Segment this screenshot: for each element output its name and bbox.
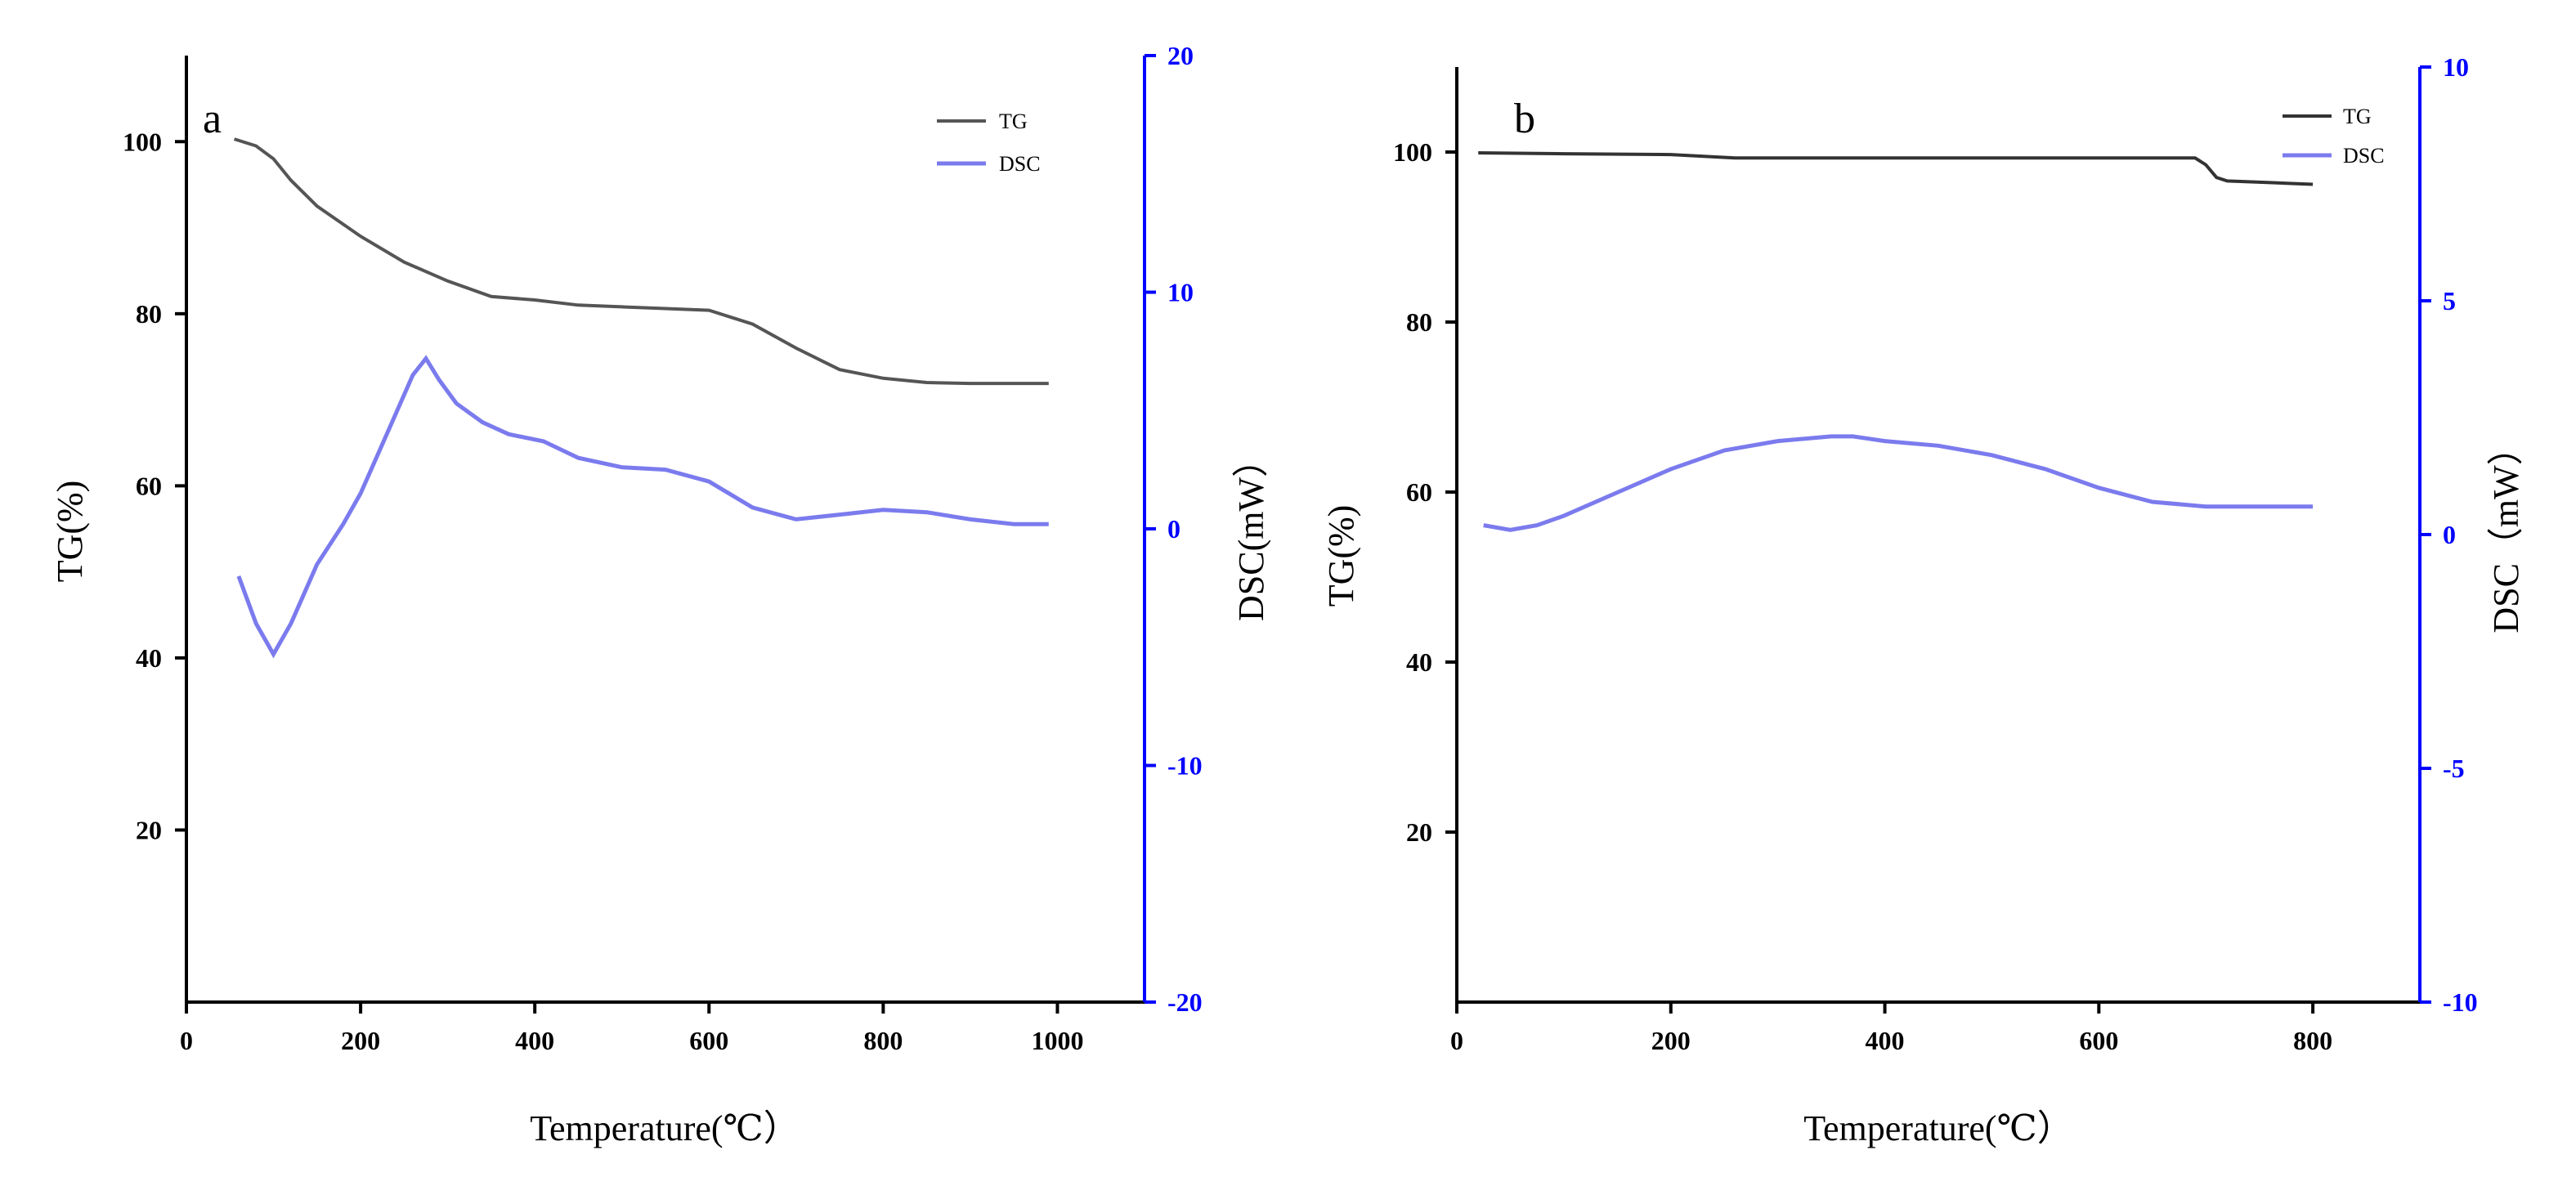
panel-a-x-tick-label: 1000 bbox=[1031, 1026, 1083, 1055]
panel-a-series bbox=[233, 137, 1049, 659]
panel-a-ticks: 0 200 400 600 800 1000 20 40 60 80 100 -20 -10 0 10 20 bbox=[123, 41, 1203, 1055]
panel-a-x-tick-label: 0 bbox=[180, 1026, 193, 1055]
panel-b-left-y-tick-label: 60 bbox=[1406, 477, 1432, 507]
panel-a-x-axis-label: Temperature(℃） bbox=[530, 1108, 800, 1148]
panel-b-left-y-tick-label: 40 bbox=[1406, 647, 1432, 677]
panel-b-legend: TG DSC bbox=[2283, 105, 2385, 168]
panel-a-left-y-tick-label: 40 bbox=[136, 643, 162, 673]
panel-b-x-tick-label: 600 bbox=[2079, 1026, 2118, 1055]
panel-b-legend-dsc-label: DSC bbox=[2343, 144, 2385, 168]
panel-a-legend-dsc-label: DSC bbox=[999, 152, 1041, 176]
panel-b-x-tick-label: 0 bbox=[1450, 1026, 1463, 1055]
panel-b-x-axis-label: Temperature(℃） bbox=[1803, 1108, 2073, 1148]
panel-b-x-tick-label: 400 bbox=[1866, 1026, 1905, 1055]
panel-a-right-axis-label: DSC(mW） bbox=[1231, 441, 1271, 621]
panel-b-right-y-tick-label: 10 bbox=[2443, 52, 2469, 82]
panel-a-left-y-tick-label: 60 bbox=[136, 471, 162, 500]
panel-a-label: a bbox=[203, 96, 222, 142]
panel-b-series bbox=[1478, 151, 2314, 532]
panel-b-ticks: 0 200 400 600 800 20 40 60 80 100 -10 -5 0 5 10 bbox=[1393, 52, 2478, 1055]
panel-a-legend: TG DSC bbox=[937, 110, 1041, 176]
panel-a-right-y-tick-label: 0 bbox=[1167, 514, 1180, 544]
panel-b-left-y-tick-label: 80 bbox=[1406, 307, 1432, 337]
panel-a-x-tick-label: 600 bbox=[689, 1026, 728, 1055]
panel-b-left-axis-label: TG(%) bbox=[1321, 505, 1361, 607]
panel-a-left-y-tick-label: 20 bbox=[136, 815, 162, 844]
panel-b: 0 200 400 600 800 20 40 60 80 100 -10 -5 0 5 10 b TG D… bbox=[1321, 52, 2526, 1148]
panel-a-right-y-tick-label: -10 bbox=[1167, 751, 1203, 781]
panel-b-right-axis-label: DSC（mW） bbox=[2486, 429, 2526, 633]
panel-b-left-y-tick-label: 100 bbox=[1393, 137, 1432, 167]
panel-b-x-tick-label: 800 bbox=[2293, 1026, 2332, 1055]
panel-a-dsc-series-line bbox=[236, 355, 1049, 659]
panel-a-legend-tg-label: TG bbox=[999, 110, 1028, 133]
panel-a-x-tick-label: 800 bbox=[863, 1026, 903, 1055]
panel-a-left-y-tick-label: 80 bbox=[136, 299, 162, 329]
panel-a-left-axis-label: TG(%) bbox=[50, 481, 90, 583]
panel-b-right-y-tick-label: -10 bbox=[2443, 987, 2478, 1017]
panel-a-left-y-tick-label: 100 bbox=[123, 127, 162, 156]
panel-b-label: b bbox=[1514, 96, 1535, 142]
panel-a-right-y-tick-label: -20 bbox=[1167, 987, 1203, 1017]
panel-b-right-y-tick-label: -5 bbox=[2443, 754, 2465, 783]
panel-a-tg-series-line bbox=[233, 137, 1049, 386]
panel-b-right-y-tick-label: 0 bbox=[2443, 520, 2456, 549]
panel-b-x-tick-label: 200 bbox=[1651, 1026, 1691, 1055]
panel-a-x-tick-label: 200 bbox=[341, 1026, 380, 1055]
panel-b-tg-series-line bbox=[1478, 151, 2314, 186]
panel-b-dsc-series-line bbox=[1483, 434, 2314, 532]
panel-a-x-tick-label: 400 bbox=[515, 1026, 554, 1055]
panel-a: 0 200 400 600 800 100020406080100-20-1001020 … bbox=[50, 41, 1271, 1148]
panel-a-right-y-tick-label: 10 bbox=[1167, 278, 1194, 307]
panel-b-right-y-tick-label: 5 bbox=[2443, 286, 2456, 316]
panel-b-legend-tg-label: TG bbox=[2343, 105, 2372, 128]
panel-b-left-y-tick-label: 20 bbox=[1406, 817, 1432, 847]
panel-a-right-y-tick-label: 20 bbox=[1167, 41, 1194, 70]
